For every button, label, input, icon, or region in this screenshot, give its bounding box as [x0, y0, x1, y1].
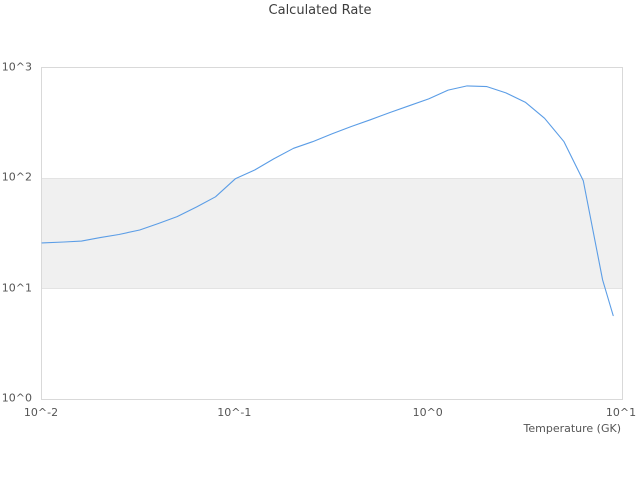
x-tick-label: 10^1	[605, 406, 637, 419]
x-tick-label: 10^0	[412, 406, 443, 419]
y-tick-label: 10^3	[1, 60, 32, 74]
x-tick-label: 10^-2	[23, 406, 59, 419]
y-tick-label: 10^2	[1, 170, 32, 184]
rate-line-path	[41, 85, 614, 317]
shaded-band	[42, 178, 622, 289]
y-tick-label: 10^0	[1, 391, 32, 405]
plot-area	[41, 67, 623, 400]
chart-title: Calculated Rate	[268, 3, 372, 18]
y-tick-label: 10^1	[1, 281, 32, 295]
rate-line	[41, 85, 614, 317]
x-axis-label: Temperature (GK)	[523, 422, 622, 435]
x-tick-label: 10^-1	[217, 406, 252, 419]
